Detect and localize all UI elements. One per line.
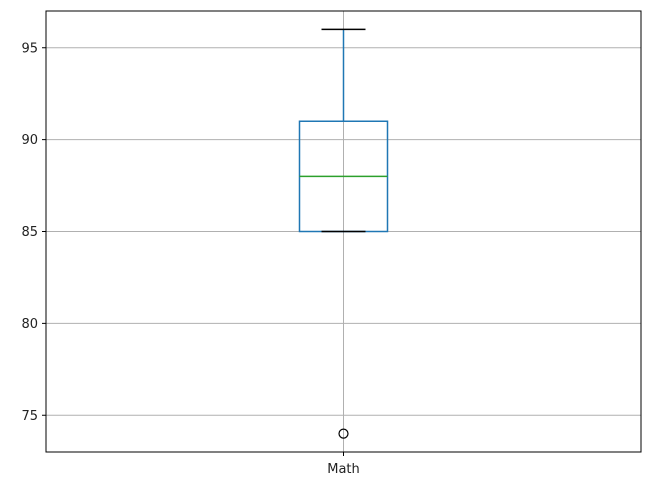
y-tick-label: 95 <box>21 41 38 56</box>
outlier-point <box>338 428 349 439</box>
x-axis-ticks: Math <box>327 452 360 477</box>
box-series <box>298 28 389 439</box>
plot-frame <box>45 10 642 453</box>
y-tick-label: 85 <box>21 225 38 240</box>
y-tick-label: 75 <box>21 409 38 424</box>
y-tick-label: 90 <box>21 133 38 148</box>
y-tick-label: 80 <box>21 317 38 332</box>
y-axis-ticks: 75 80 85 90 95 <box>21 41 46 424</box>
x-tick-label: Math <box>327 462 360 477</box>
